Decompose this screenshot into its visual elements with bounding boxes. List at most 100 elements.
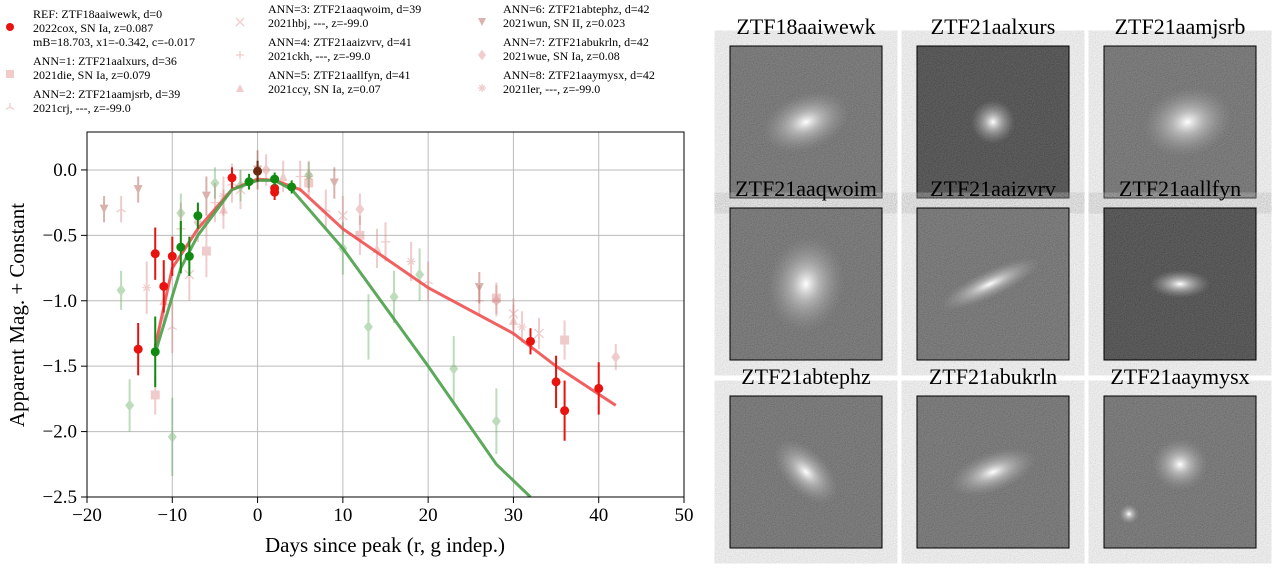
point bbox=[116, 284, 126, 297]
thumb-title: ZTF21abukrln bbox=[929, 364, 1057, 389]
x-tick-label: −20 bbox=[72, 505, 102, 526]
x-tick-label: 40 bbox=[589, 505, 608, 526]
galaxy bbox=[1152, 438, 1208, 491]
thumb-frame bbox=[916, 45, 1070, 199]
legend-label: 2021wue, SN Ia, z=0.08 bbox=[503, 49, 620, 63]
series bbox=[99, 150, 484, 304]
legend-label: 2021hbj, ---, z=-99.0 bbox=[268, 16, 368, 30]
y-tick-label: −1.5 bbox=[43, 356, 77, 377]
point bbox=[381, 237, 390, 247]
thumb-frame bbox=[1103, 207, 1257, 361]
point bbox=[270, 187, 280, 197]
legend-label: 2021ler, ---, z=-99.0 bbox=[503, 82, 600, 96]
x-axis-label: Days since peak (r, g indep.) bbox=[265, 533, 505, 557]
point bbox=[184, 251, 194, 261]
point bbox=[218, 204, 228, 214]
point bbox=[210, 198, 220, 208]
point bbox=[227, 173, 237, 183]
point bbox=[133, 344, 143, 354]
y-tick-label: −2.0 bbox=[43, 422, 77, 443]
plot-frame bbox=[86, 131, 685, 498]
point bbox=[304, 171, 314, 181]
point bbox=[560, 335, 570, 345]
legend-label: ANN=3: ZTF21aaqwoim, d=39 bbox=[268, 2, 421, 16]
legend-label: mB=18.703, x1=-0.342, c=-0.017 bbox=[33, 35, 195, 49]
galaxy bbox=[773, 439, 839, 505]
thumb-frame bbox=[1103, 45, 1257, 199]
legend-marker bbox=[5, 103, 15, 110]
x-tick-label: 10 bbox=[333, 505, 352, 526]
point bbox=[167, 251, 177, 261]
legend-label: ANN=4: ZTF21aaizvrv, d=41 bbox=[268, 35, 412, 49]
legend-marker bbox=[478, 18, 486, 26]
point bbox=[508, 315, 518, 325]
x-tick-label: −10 bbox=[157, 505, 187, 526]
thumbnail bbox=[1103, 207, 1257, 361]
legend-label: 2021ckh, ---, z=-99.0 bbox=[268, 49, 370, 63]
point bbox=[201, 191, 211, 201]
point bbox=[193, 211, 203, 221]
point bbox=[355, 203, 365, 216]
point bbox=[244, 177, 254, 187]
thumbnail bbox=[729, 395, 883, 549]
point bbox=[491, 294, 501, 307]
star bbox=[1119, 504, 1139, 524]
x-tick-label: 20 bbox=[419, 505, 438, 526]
thumbnail bbox=[1103, 395, 1257, 549]
thumbnail bbox=[916, 207, 1070, 361]
thumb-title: ZTF18aaiwewk bbox=[736, 14, 875, 39]
point bbox=[99, 204, 109, 214]
point bbox=[150, 249, 160, 259]
point bbox=[159, 281, 169, 291]
legend-marker bbox=[6, 23, 14, 31]
legend-marker bbox=[6, 70, 14, 78]
legend-marker bbox=[478, 49, 486, 61]
y-tick-label: −2.5 bbox=[43, 487, 77, 508]
plot-area bbox=[99, 150, 621, 497]
galaxy bbox=[950, 447, 1036, 497]
thumb-title: ZTF21aaymysx bbox=[1110, 364, 1249, 389]
legend-label: 2021wun, SN II, z=0.023 bbox=[503, 16, 625, 30]
thumbnail bbox=[729, 207, 883, 361]
point bbox=[594, 383, 604, 393]
point bbox=[337, 210, 348, 221]
legend-label: REF: ZTF18aaiwewk, d=0 bbox=[33, 7, 162, 21]
legend-label: ANN=5: ZTF21aallfyn, d=41 bbox=[268, 68, 411, 82]
point bbox=[287, 182, 297, 192]
thumb-title: ZTF21aaqwoim bbox=[735, 176, 877, 201]
legend-label: 2021ccy, SN Ia, z=0.07 bbox=[268, 82, 381, 96]
legend-marker bbox=[478, 84, 486, 92]
point bbox=[551, 377, 561, 387]
x-tick-label: 0 bbox=[253, 505, 263, 526]
point bbox=[278, 171, 288, 181]
point bbox=[133, 185, 143, 195]
thumb-title: ZTF21aamjsrb bbox=[1115, 14, 1246, 39]
thumb-title: ZTF21abtephz bbox=[741, 364, 871, 389]
legend-marker bbox=[236, 84, 244, 92]
legend-label: 2022cox, SN Ia, z=0.087 bbox=[33, 21, 153, 35]
legend-label: 2021crj, ---, z=-99.0 bbox=[33, 101, 131, 115]
legend-label: ANN=1: ZTF21aalxurs, d=36 bbox=[33, 54, 177, 68]
legend-marker bbox=[235, 17, 245, 27]
point bbox=[449, 362, 459, 375]
point bbox=[210, 177, 220, 189]
thumb-title: ZTF21aaizvrv bbox=[930, 176, 1056, 201]
point bbox=[355, 230, 365, 240]
thumb-title: ZTF21aalxurs bbox=[931, 14, 1056, 39]
point bbox=[474, 283, 484, 293]
point bbox=[491, 293, 501, 303]
point bbox=[611, 351, 621, 363]
point bbox=[201, 246, 211, 256]
point bbox=[525, 336, 535, 346]
thumbnail bbox=[729, 45, 883, 199]
galaxy bbox=[1150, 270, 1210, 298]
thumb-title: ZTF21aallfyn bbox=[1119, 176, 1241, 201]
legend-label: 2021die, SN Ia, z=0.079 bbox=[33, 68, 150, 82]
point bbox=[406, 257, 416, 267]
thumbnail bbox=[1103, 45, 1257, 199]
series bbox=[253, 160, 263, 182]
thumb-frame bbox=[729, 207, 883, 361]
point bbox=[474, 296, 484, 306]
point bbox=[261, 164, 271, 176]
y-tick-label: −1.0 bbox=[43, 291, 77, 312]
